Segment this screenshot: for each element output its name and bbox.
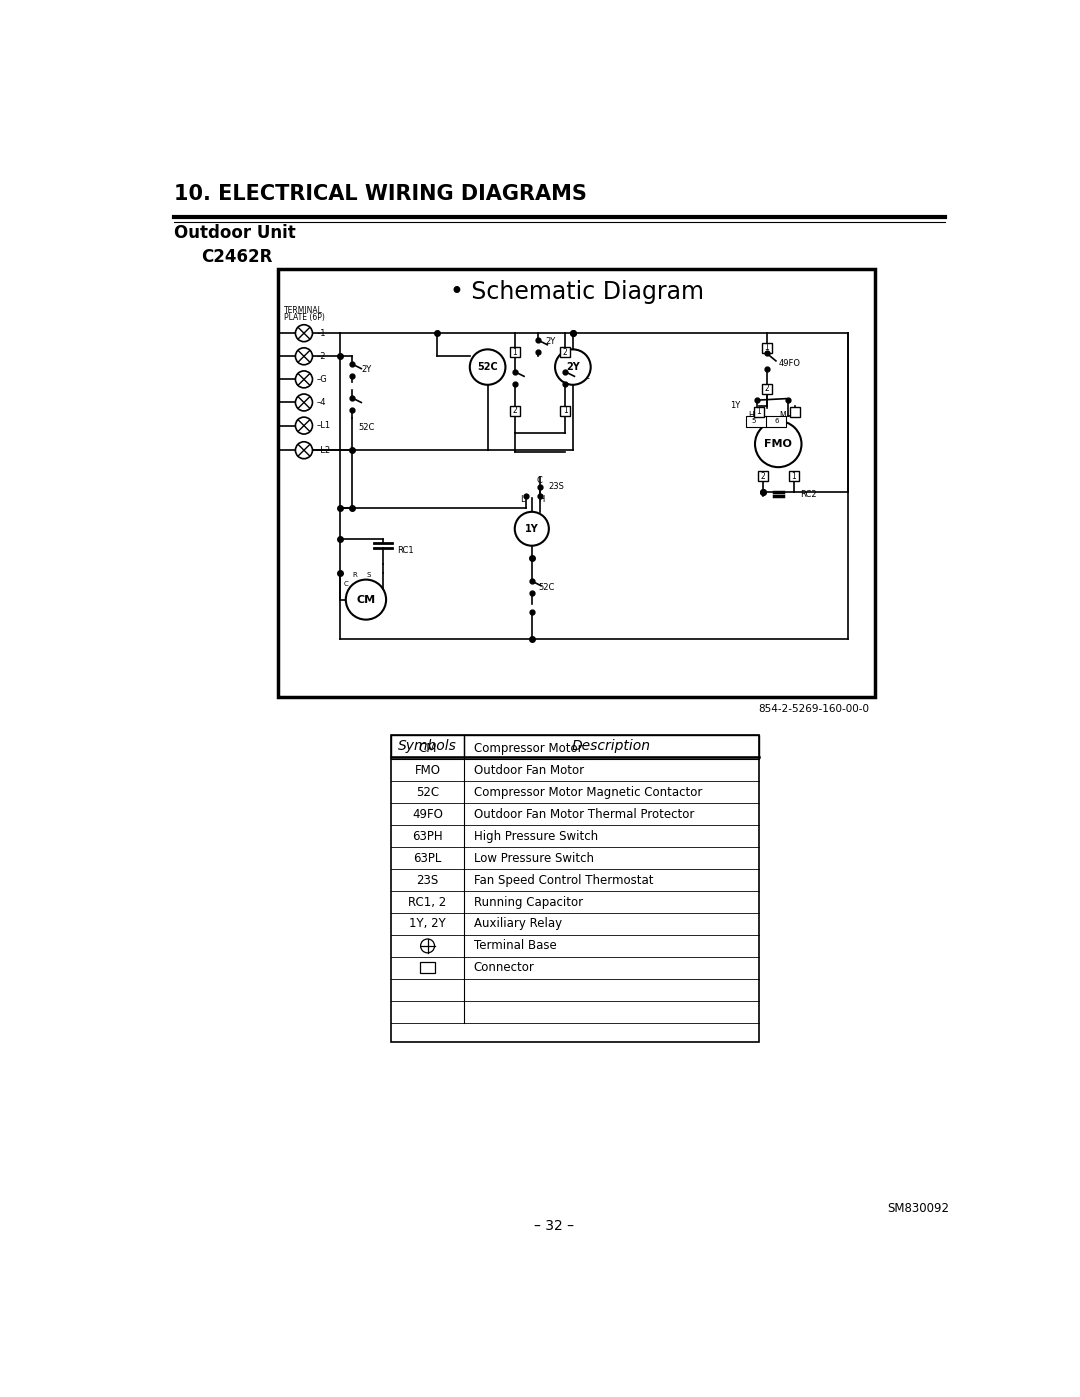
Bar [761,342,772,353]
Circle shape [296,418,312,434]
Circle shape [470,349,505,384]
Text: FMO: FMO [765,439,793,448]
Text: R: R [353,571,357,577]
Text: Connector: Connector [474,961,535,974]
Text: RC1: RC1 [397,546,414,555]
Text: 63PL: 63PL [569,373,590,381]
Text: 2: 2 [563,348,567,358]
Text: 1: 1 [792,472,796,481]
Text: 63PL: 63PL [414,852,442,865]
Text: 49FO: 49FO [413,807,443,821]
Text: –L2: –L2 [316,446,330,455]
Text: – 32 –: – 32 – [534,1220,573,1234]
Circle shape [755,420,801,467]
Text: 63PH: 63PH [413,830,443,842]
Circle shape [515,511,549,546]
Text: H: H [538,495,544,504]
Bar [754,407,764,416]
Text: 1: 1 [512,348,517,358]
Text: 52C: 52C [477,362,498,372]
Text: 854-2-5269-160-00-0: 854-2-5269-160-00-0 [758,704,869,714]
Bar [391,735,759,1042]
Text: Terminal Base: Terminal Base [474,939,556,953]
Bar [391,735,759,757]
Text: 49FO: 49FO [779,359,800,367]
Text: 2: 2 [765,384,769,393]
Circle shape [555,349,591,384]
Circle shape [296,324,312,342]
Text: 1Y: 1Y [730,401,741,409]
Circle shape [296,441,312,458]
Bar [761,384,772,394]
Text: RC2: RC2 [800,490,816,499]
Text: 5: 5 [752,418,756,425]
Text: –L1: –L1 [316,420,330,430]
Text: 1: 1 [563,407,567,415]
Text: Symbols: Symbols [399,739,457,753]
Circle shape [296,372,312,388]
Text: RC1, 2: RC1, 2 [408,895,447,908]
Text: Low Pressure Switch: Low Pressure Switch [474,852,594,865]
Text: CM: CM [356,595,376,605]
Text: 1Y: 1Y [525,524,539,534]
Text: 1Y, 2Y: 1Y, 2Y [409,918,446,930]
Text: 52C: 52C [359,423,375,432]
Text: –2: –2 [316,352,326,360]
Bar [420,963,435,974]
Text: C: C [343,581,348,587]
Text: 2: 2 [512,407,517,415]
Text: 2Y: 2Y [362,365,372,374]
Text: L: L [521,495,525,504]
Text: 2Y: 2Y [566,362,580,372]
Bar [788,471,799,482]
Text: 1: 1 [756,408,761,416]
Bar [758,471,768,482]
Text: TERMINAL: TERMINAL [284,306,323,316]
Text: M: M [779,411,785,420]
Text: S: S [367,571,372,577]
Text: 23S: 23S [417,873,438,887]
Text: –G: –G [316,374,327,384]
Bar [561,407,570,416]
Text: SM830092: SM830092 [887,1203,948,1215]
Text: CM: CM [418,742,436,754]
Text: –1: –1 [316,328,326,338]
Text: 63PH: 63PH [481,373,502,381]
Bar [791,407,800,416]
Bar [561,348,570,358]
Circle shape [296,394,312,411]
Text: FMO: FMO [415,764,441,777]
Text: Description: Description [572,739,651,753]
Text: 2Y: 2Y [545,337,556,346]
Text: 52C: 52C [416,785,440,799]
Bar [510,348,519,358]
Text: 2: 2 [760,472,765,481]
Text: 23S: 23S [549,482,565,490]
Text: High Pressure Switch: High Pressure Switch [474,830,598,842]
Text: –4: –4 [316,398,326,407]
Text: Auxiliary Relay: Auxiliary Relay [474,918,562,930]
Text: Outdoor Fan Motor Thermal Protector: Outdoor Fan Motor Thermal Protector [474,807,694,821]
Text: 1: 1 [765,344,769,352]
Bar [745,415,786,427]
Text: Fan Speed Control Thermostat: Fan Speed Control Thermostat [474,873,653,887]
Text: Running Capacitor: Running Capacitor [474,895,583,908]
Text: H: H [748,411,754,420]
Text: 52C: 52C [538,583,554,592]
Text: Compressor Motor Magnetic Contactor: Compressor Motor Magnetic Contactor [474,785,702,799]
Text: PLATE (6P): PLATE (6P) [284,313,325,323]
Text: • Schematic Diagram: • Schematic Diagram [449,281,704,305]
Bar [279,270,875,697]
Text: 6: 6 [774,418,779,425]
Circle shape [346,580,387,620]
Text: Outdoor Unit: Outdoor Unit [174,225,296,243]
Text: 10. ELECTRICAL WIRING DIAGRAMS: 10. ELECTRICAL WIRING DIAGRAMS [174,184,586,204]
Text: C: C [537,475,542,485]
Circle shape [296,348,312,365]
Bar [510,407,519,416]
Text: C2462R: C2462R [201,247,272,265]
Text: Outdoor Fan Motor: Outdoor Fan Motor [474,764,584,777]
Text: Compressor Motor: Compressor Motor [474,742,582,754]
